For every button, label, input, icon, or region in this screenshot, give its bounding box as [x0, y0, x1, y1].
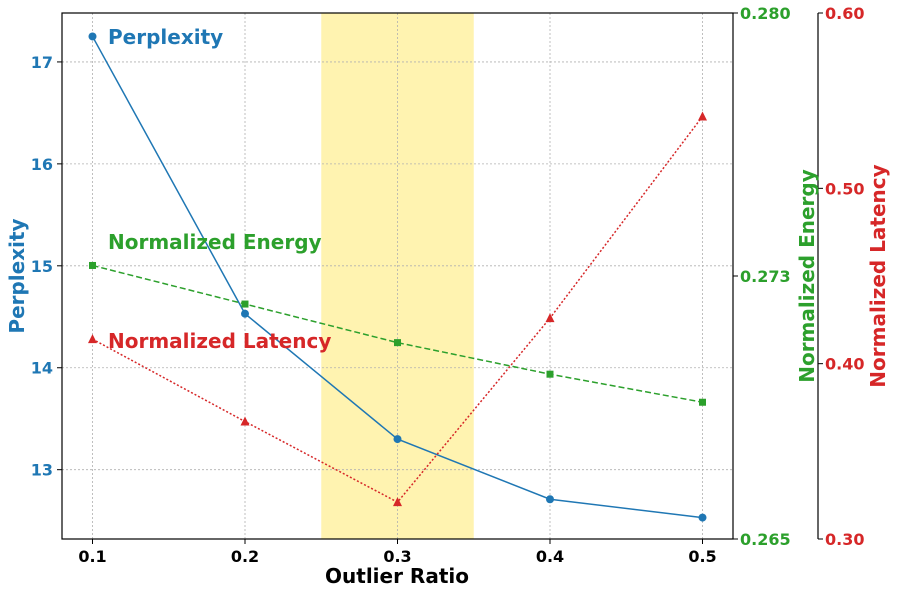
- data-point-latency: [393, 497, 402, 507]
- y-tick-label-perplexity: 16: [31, 155, 53, 174]
- x-tick-label: 0.1: [78, 547, 106, 566]
- data-point-latency: [545, 313, 555, 323]
- data-point-perplexity: [88, 32, 97, 41]
- series-label-latency: Normalized Latency: [108, 329, 331, 353]
- y-tick-label-energy: 0.273: [740, 267, 791, 286]
- y-tick-label-energy: 0.265: [740, 530, 791, 549]
- data-point-energy: [241, 300, 249, 308]
- x-tick-label: 0.4: [536, 547, 564, 566]
- series-label-perplexity: Perplexity: [108, 25, 223, 49]
- data-point-latency: [240, 416, 250, 426]
- axes-layer: 0.1 0.2 0.3 0.4 0.5 13 14 15 16 17 0.265 0.273 0.280…: [31, 4, 865, 566]
- x-axis-title: Outlier Ratio: [325, 564, 469, 588]
- y-tick-label-latency: 0.60: [825, 4, 864, 23]
- series-label-energy: Normalized Energy: [108, 230, 322, 254]
- data-point-perplexity: [393, 435, 402, 444]
- x-tick-label: 0.5: [688, 547, 716, 566]
- y-tick-label-perplexity: 13: [31, 461, 53, 480]
- y-tick-label-latency: 0.30: [825, 530, 864, 549]
- highlight-span: [321, 13, 474, 539]
- x-tick-label: 0.3: [383, 547, 411, 566]
- data-point-perplexity: [546, 495, 554, 504]
- y-tick-label-energy: 0.280: [740, 4, 791, 23]
- y-tick-label-perplexity: 14: [31, 359, 53, 378]
- y-tick-label-perplexity: 15: [31, 257, 53, 276]
- y-axis-title-latency: Normalized Latency: [866, 164, 890, 387]
- series-line-energy: [92, 264, 703, 403]
- y-tick-label-latency: 0.50: [825, 179, 864, 198]
- data-point-energy: [699, 398, 706, 406]
- data-point-perplexity: [698, 513, 707, 522]
- y-axis-title-perplexity: Perplexity: [5, 218, 29, 333]
- data-point-energy: [89, 261, 96, 269]
- x-tick-label: 0.2: [231, 547, 259, 566]
- y-tick-label-perplexity: 17: [31, 53, 53, 72]
- data-point-energy: [546, 370, 554, 378]
- y-tick-label-latency: 0.40: [825, 355, 864, 374]
- data-point-latency: [698, 111, 707, 121]
- data-point-perplexity: [241, 309, 249, 318]
- data-point-latency: [88, 334, 97, 344]
- y-axis-title-energy: Normalized Energy: [795, 169, 819, 383]
- series-layer: [88, 32, 707, 522]
- data-point-energy: [394, 339, 401, 347]
